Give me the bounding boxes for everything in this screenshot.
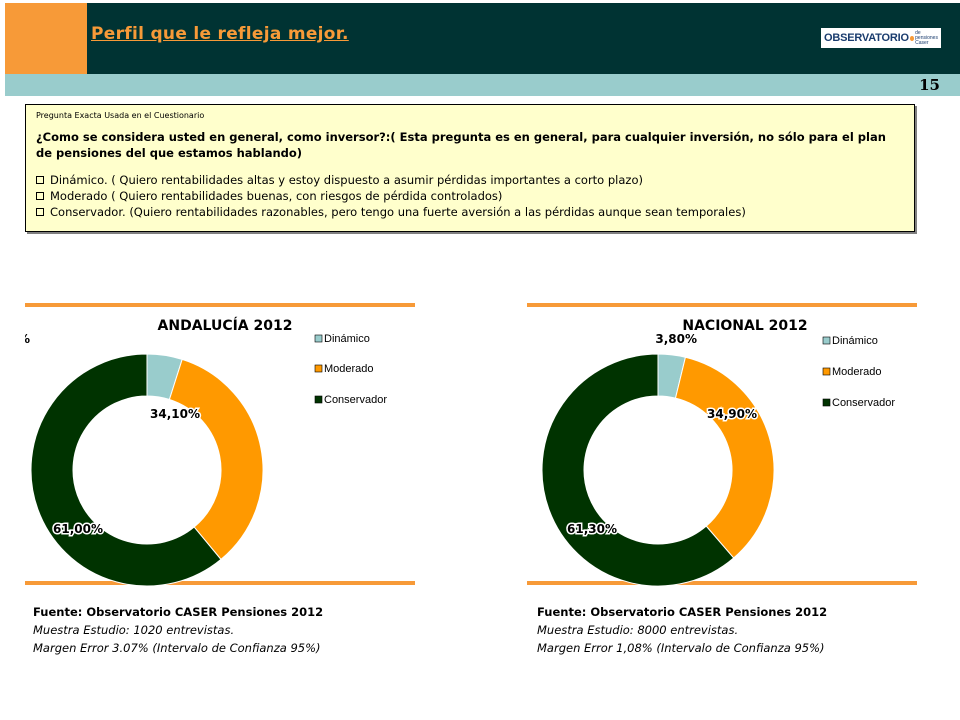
frame-bottom-line <box>527 581 917 585</box>
source-line: Fuente: Observatorio CASER Pensiones 201… <box>537 605 828 619</box>
legend-label: Moderado <box>324 363 374 375</box>
source-andalucia: Fuente: Observatorio CASER Pensiones 201… <box>33 603 323 657</box>
legend-swatch <box>314 395 323 404</box>
frame-top-line <box>25 303 415 307</box>
legend-label: Dinámico <box>324 333 370 345</box>
chart-title: NACIONAL 2012 <box>682 318 807 334</box>
chart-andalucia-svg: ANDALUCÍA 2012 4,90% 34,10% 61,00% Dinámico M… <box>25 303 415 587</box>
slice-conservador <box>30 353 222 587</box>
source-line: Fuente: Observatorio CASER Pensiones 201… <box>33 605 324 619</box>
header-orange-block <box>5 3 87 74</box>
checkbox-icon <box>36 208 44 216</box>
data-label: 34,90% <box>707 407 757 421</box>
logo-dot-icon <box>909 35 915 41</box>
chart-title: ANDALUCÍA 2012 <box>158 317 293 334</box>
error-margin-line: Margen Error 3.07% (Intervalo de Confian… <box>33 641 321 655</box>
legend-label: Dinámico <box>832 335 878 347</box>
legend-label: Moderado <box>832 366 882 378</box>
page-title[interactable]: Perfil que le refleja mejor. <box>91 24 349 44</box>
data-label: 4,90% <box>25 332 30 346</box>
checkbox-icon <box>36 176 44 184</box>
slice-moderado <box>674 356 775 559</box>
page-number: 15 <box>919 76 940 94</box>
question-option-moderado: Moderado ( Quiero rentabilidades buenas,… <box>36 188 904 204</box>
legend-swatch <box>822 336 831 345</box>
question-option-dinamico: Dinámico. ( Quiero rentabilidades altas … <box>36 172 904 188</box>
chart-nacional: NACIONAL 2012 3,80% 34,90% 61,30% Dinámico Mo… <box>527 302 917 592</box>
sample-line: Muestra Estudio: 1020 entrevistas. <box>33 623 235 637</box>
legend-label: Conservador <box>324 394 387 406</box>
data-label: 61,30% <box>567 522 617 536</box>
data-label: 3,80% <box>655 332 697 346</box>
frame-bottom-line <box>25 581 415 585</box>
question-option-conservador: Conservador. (Quiero rentabilidades razo… <box>36 204 904 220</box>
observatorio-logo: OBSERVATORIO de pensiones Caser <box>821 28 941 48</box>
header-dark-bar <box>87 3 960 74</box>
slice-conservador <box>541 353 735 587</box>
error-margin-line: Margen Error 1,08% (Intervalo de Confian… <box>537 641 825 655</box>
checkbox-icon <box>36 192 44 200</box>
question-label: Pregunta Exacta Usada en el Cuestionario <box>36 111 205 120</box>
legend-swatch <box>314 334 323 343</box>
legend-swatch <box>822 398 831 407</box>
question-box: Pregunta Exacta Usada en el Cuestionario… <box>25 104 915 232</box>
logo-subtitle: de pensiones Caser <box>915 29 938 46</box>
legend-swatch <box>822 367 831 376</box>
legend-label: Conservador <box>832 397 895 409</box>
data-label: 61,00% <box>53 522 103 536</box>
slice-moderado <box>168 358 264 561</box>
data-label: 34,10% <box>150 407 200 421</box>
sample-line: Muestra Estudio: 8000 entrevistas. <box>537 623 739 637</box>
logo-text: OBSERVATORIO <box>824 32 909 44</box>
source-nacional: Fuente: Observatorio CASER Pensiones 201… <box>537 603 827 657</box>
frame-top-line <box>527 303 917 307</box>
chart-andalucia: ANDALUCÍA 2012 4,90% 34,10% 61,00% Dinámico M… <box>25 302 415 592</box>
header-teal-bar <box>5 74 960 96</box>
legend-swatch <box>314 364 323 373</box>
question-text: ¿Como se considera usted en general, com… <box>36 130 886 160</box>
